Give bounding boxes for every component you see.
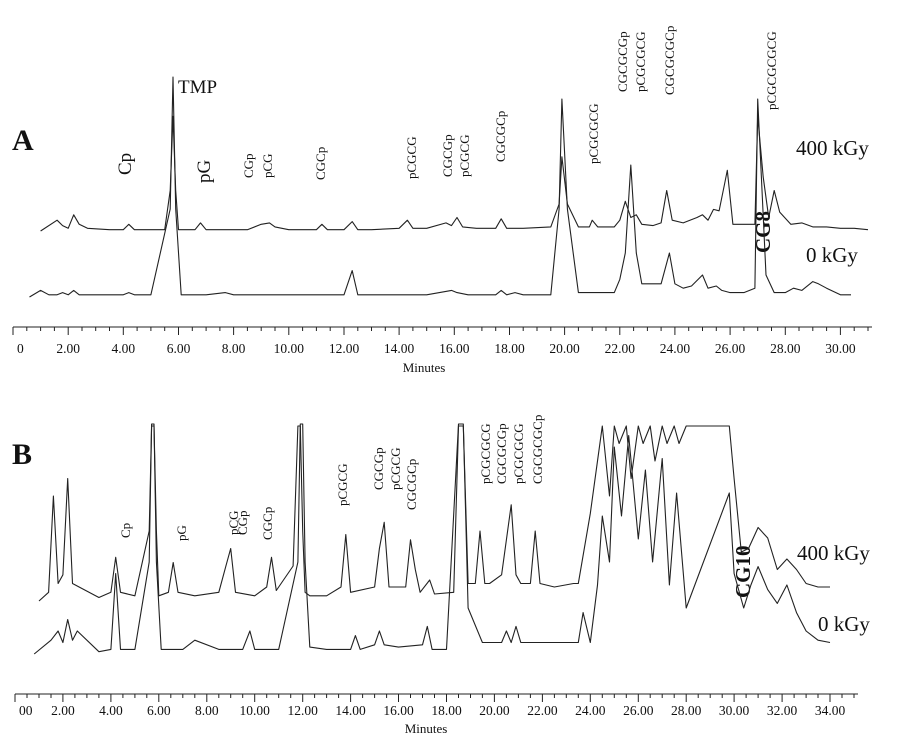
x-tick-label: 30.00	[825, 341, 856, 356]
panel-b-x-axis-title: Minutes	[405, 721, 448, 736]
x-tick-label: 6.00	[147, 703, 171, 718]
x-tick-label: 14.00	[335, 703, 366, 718]
panel-b-peak-labels: Cp pG CGp pCG CGCp pCGCG CGCGp pCGCG CGC…	[118, 415, 755, 598]
panel-b-x-axis: 00 2.00 4.00 6.00 8.00 10.00 12.00 14.00 16.00 18…	[14, 693, 858, 718]
panel-b-peak-label: CGCGCp	[404, 459, 419, 510]
x-tick-label: 8.00	[195, 703, 219, 718]
panel-b-series-label-0kgy: 0 kGy	[818, 612, 870, 636]
x-tick-label: 28.00	[770, 341, 801, 356]
x-tick-label: 20.00	[479, 703, 510, 718]
panel-a-peak-labels: Cp TMP pG CGp pCG CGCp pCGCG CGCGp pCGCG…	[115, 26, 779, 253]
panel-a-peak-label: pCGCGCG	[586, 103, 601, 164]
panel-a-peak-label: pCG	[260, 153, 275, 178]
panel-b-series-label-400kgy: 400 kGy	[797, 541, 870, 565]
x-tick-label: 32.00	[767, 703, 798, 718]
panel-a-x-axis-title: Minutes	[403, 360, 446, 375]
x-tick-label: 24.00	[660, 341, 691, 356]
panel-b-letter: B	[12, 438, 32, 471]
panel-a-peak-label: CGp	[241, 153, 256, 178]
panel-b-trace-0kgy	[33, 423, 831, 655]
panel-a-peak-label: CGCp	[313, 147, 328, 180]
x-tick-label: 00	[19, 703, 33, 718]
x-tick-label: 10.00	[274, 341, 305, 356]
panel-a-peak-label: pCGCGCG	[633, 31, 648, 92]
panel-b-trace-400kgy	[38, 425, 830, 602]
panel-b-peak-label: pCGCGCG	[511, 423, 526, 484]
panel-b-peak-label: CGCGp	[371, 447, 386, 490]
panel-b: B Cp pG CGp pCG CGCp pCGCG CGCGp pCGCG C…	[12, 415, 870, 736]
panel-b-peak-label: Cp	[118, 523, 133, 538]
x-tick-label: 8.00	[222, 341, 246, 356]
panel-a-peak-label: TMP	[178, 77, 217, 98]
x-tick-label: 34.00	[815, 703, 846, 718]
panel-b-peak-label: CGCGCGCp	[530, 415, 545, 484]
panel-a-x-axis: 0 2.00 4.00 6.00 8.00 10.00 12.00 14.00 16.00 18.…	[12, 326, 872, 356]
panel-b-plot	[33, 423, 831, 655]
x-tick-label: 0	[17, 341, 24, 356]
x-tick-label: 2.00	[51, 703, 75, 718]
panel-b-peak-label: pCGCG	[388, 447, 403, 490]
panel-b-peak-label: CGp	[235, 510, 250, 535]
panel-a-peak-label: CGCGCGCp	[662, 26, 677, 95]
x-tick-label: 10.00	[240, 703, 271, 718]
x-tick-label: 20.00	[549, 341, 580, 356]
panel-a-peak-label: pCGCG	[404, 136, 419, 179]
panel-b-peak-label: CGCp	[260, 507, 275, 540]
panel-a-peak-label: pG	[194, 160, 215, 184]
panel-a-series-label-0kgy: 0 kGy	[806, 243, 858, 267]
panel-a-peak-label: pCGCG	[457, 134, 472, 177]
panel-a-peak-label: CGCGp	[440, 134, 455, 177]
x-tick-label: 24.00	[575, 703, 606, 718]
panel-b-peak-label: CGCGCGp	[494, 423, 509, 484]
x-tick-label: 26.00	[623, 703, 654, 718]
x-tick-label: 2.00	[56, 341, 80, 356]
panel-a-peak-label: CGCGCp	[493, 111, 508, 162]
x-tick-label: 16.00	[383, 703, 414, 718]
x-tick-label: 26.00	[715, 341, 746, 356]
x-tick-label: 4.00	[111, 341, 135, 356]
x-tick-label: 18.00	[431, 703, 462, 718]
x-tick-label: 22.00	[527, 703, 558, 718]
x-tick-label: 6.00	[167, 341, 191, 356]
x-tick-label: 4.00	[99, 703, 123, 718]
x-tick-label: 30.00	[719, 703, 750, 718]
panel-a: A Cp TMP pG CGp pCG CGCp pCGCG CGCGp pCG…	[12, 26, 872, 375]
panel-a-trace-0kgy	[29, 76, 851, 298]
panel-b-peak-label: pG	[174, 525, 189, 541]
x-tick-label: 18.00	[494, 341, 525, 356]
x-tick-label: 28.00	[671, 703, 702, 718]
panel-b-peak-label: pCGCG	[335, 463, 350, 506]
panel-a-peak-label: pCGCGCGCG	[764, 31, 779, 110]
x-tick-label: 12.00	[288, 703, 319, 718]
panel-a-letter: A	[12, 124, 34, 157]
panel-b-peak-label: pCGCGCG	[478, 423, 493, 484]
panel-b-peak-label: CG10	[731, 546, 755, 599]
x-tick-label: 14.00	[384, 341, 415, 356]
panel-a-peak-label: CGCGCGp	[615, 31, 630, 92]
x-tick-label: 22.00	[605, 341, 636, 356]
x-tick-label: 12.00	[329, 341, 360, 356]
panel-b-peak-label: pCG	[226, 510, 241, 535]
panel-a-peak-label: Cp	[115, 153, 136, 175]
x-tick-label: 16.00	[439, 341, 470, 356]
panel-a-series-label-400kgy: 400 kGy	[796, 136, 869, 160]
panel-a-plot	[29, 76, 869, 298]
